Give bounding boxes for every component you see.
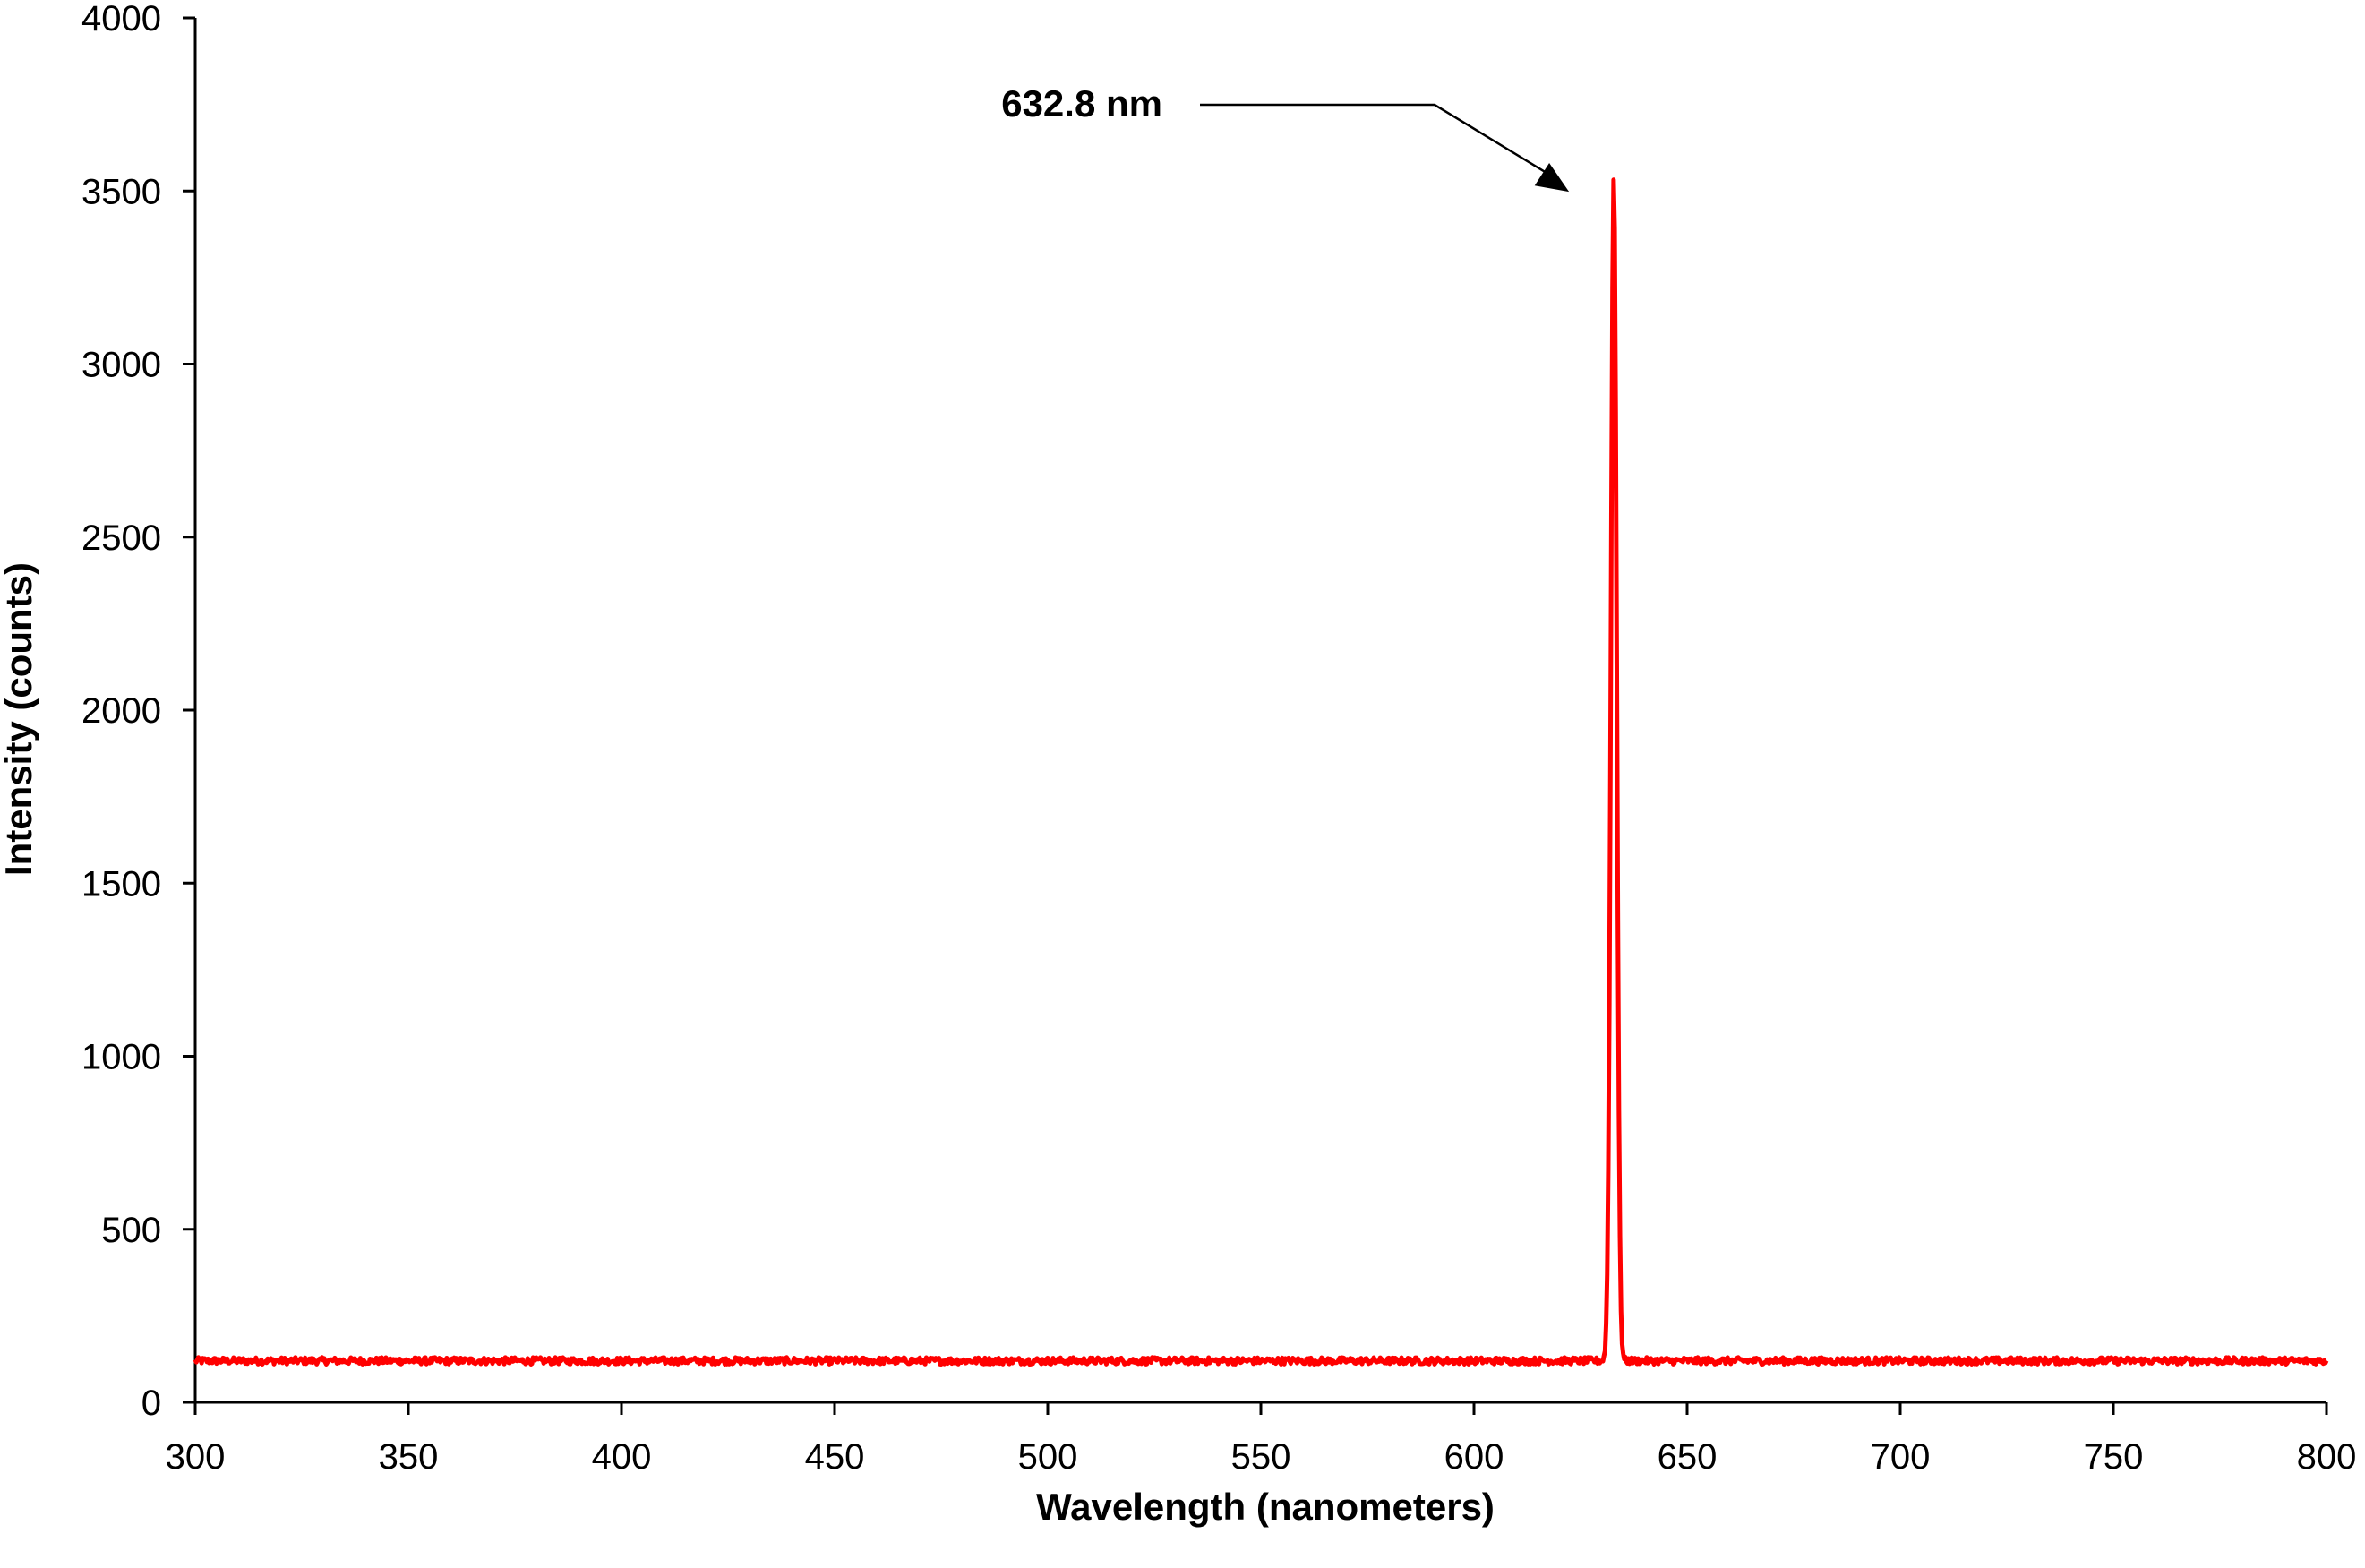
x-tick-label: 450: [805, 1437, 865, 1477]
y-tick-label: 0: [141, 1384, 161, 1423]
y-tick-label: 1000: [81, 1038, 161, 1077]
x-tick-label: 350: [379, 1437, 439, 1477]
x-tick-label: 300: [166, 1437, 226, 1477]
y-tick-label: 3000: [81, 346, 161, 385]
x-tick-label: 400: [592, 1437, 652, 1477]
x-tick-label: 550: [1231, 1437, 1291, 1477]
arrowhead-icon: [1534, 163, 1570, 193]
y-tick-label: 500: [101, 1211, 161, 1250]
y-axis: 0 500 1000 1500 2000 2500 3000 3500 4000: [81, 0, 197, 1423]
x-axis: 300 350 400 450 500 550 600 650 700 750 800: [166, 1401, 2357, 1477]
y-tick-label: 2000: [81, 691, 161, 731]
x-tick-label: 700: [1871, 1437, 1931, 1477]
y-tick-label: 1500: [81, 864, 161, 904]
y-axis-title: Intensity (counts): [0, 562, 39, 876]
y-tick-label: 4000: [81, 0, 161, 39]
x-tick-label: 750: [2084, 1437, 2144, 1477]
x-tick-label: 650: [1658, 1437, 1718, 1477]
y-tick-label: 2500: [81, 518, 161, 558]
annotation-leader-line: [1200, 103, 1561, 183]
series-line-spectrum: [193, 177, 2329, 1367]
peak-annotation: 632.8 nm: [1001, 82, 1570, 193]
x-tick-label: 500: [1018, 1437, 1078, 1477]
annotation-label: 632.8 nm: [1001, 82, 1162, 124]
x-tick-label: 800: [2297, 1437, 2357, 1477]
y-tick-label: 3500: [81, 172, 161, 211]
x-tick-label: 600: [1444, 1437, 1504, 1477]
x-axis-title: Wavelength (nanometers): [1036, 1486, 1495, 1528]
